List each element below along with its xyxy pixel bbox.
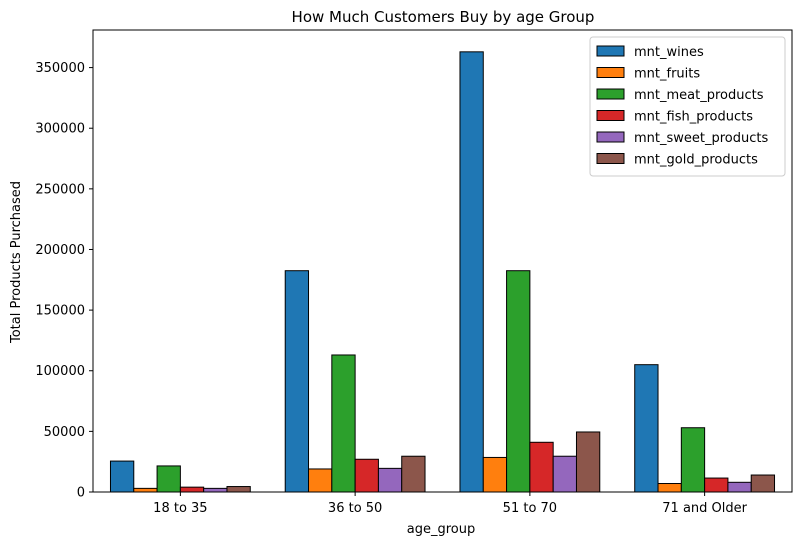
legend-box: [589, 36, 786, 177]
y-tick-label: 0: [77, 486, 85, 501]
x-tick-label: 51 to 70: [503, 501, 557, 516]
legend-swatch: [596, 131, 625, 143]
legend-label: mnt_wines: [634, 45, 704, 60]
legend-swatch: [596, 110, 625, 121]
x-tick-label: 18 to 35: [153, 501, 207, 516]
bar-mnt-fish-products: [529, 441, 554, 493]
legend-label: mnt_fruits: [634, 67, 700, 82]
bars: [109, 51, 776, 493]
bar-mnt-fish-products: [179, 486, 205, 493]
bar-mnt-fruits: [133, 487, 158, 493]
bar-mnt-wines: [109, 460, 135, 493]
bar-mnt-gold-products: [401, 455, 426, 493]
bar-mnt-gold-products: [575, 431, 601, 493]
bar-mnt-wines: [284, 270, 310, 493]
bar-mnt-fish-products: [704, 477, 729, 493]
y-tick-label: 50000: [44, 425, 85, 440]
x-tick-label: 36 to 50: [328, 501, 382, 516]
bar-mnt-gold-products: [226, 486, 251, 493]
bar-mnt-fish-products: [354, 458, 379, 493]
legend-label: mnt_meat_products: [634, 88, 764, 103]
bar-mnt-fruits: [482, 456, 508, 493]
x-axis: 18 to 35 36 to 50 51 to 70 71 and Older: [153, 492, 748, 516]
bar-mnt-meat-products: [680, 427, 706, 493]
y-tick-label: 200000: [35, 243, 85, 258]
bar-mnt-meat-products: [156, 465, 181, 493]
bar-mnt-sweet-products: [377, 467, 403, 493]
y-axis-title: Total Products Purchased: [9, 181, 24, 344]
bar-mnt-sweet-products: [203, 487, 228, 493]
chart-title: How Much Customers Buy by age Group: [292, 8, 595, 26]
bar-mnt-wines: [634, 364, 659, 493]
legend-swatch: [596, 88, 625, 100]
legend-label: mnt_sweet_products: [634, 131, 768, 146]
bar-mnt-meat-products: [331, 354, 356, 493]
bar-mnt-wines: [459, 51, 484, 493]
legend-label: mnt_gold_products: [634, 153, 758, 168]
y-tick-label: 250000: [35, 182, 85, 197]
bar-mnt-meat-products: [506, 270, 531, 493]
legend: mnt_wines mnt_fruits mnt_meat_products mnt_…: [589, 36, 786, 177]
legend-swatch: [596, 67, 625, 78]
bar-mnt-sweet-products: [552, 455, 577, 493]
x-tick-label: 71 and Older: [662, 501, 747, 516]
y-axis: 0 50000 100000 150000 200000 250000 300000 3500…: [35, 61, 93, 501]
legend-swatch: [596, 153, 625, 164]
bar-mnt-gold-products: [750, 474, 776, 493]
bar-mnt-fruits: [308, 468, 333, 493]
plot-frame: [92, 29, 793, 493]
bar-mnt-sweet-products: [727, 481, 752, 493]
y-tick-label: 300000: [35, 122, 85, 137]
y-tick-label: 100000: [35, 364, 85, 379]
legend-swatch: [596, 45, 625, 57]
bar-mnt-fruits: [657, 483, 682, 493]
y-tick-label: 350000: [35, 61, 85, 76]
legend-label: mnt_fish_products: [634, 110, 753, 125]
y-tick-label: 150000: [35, 304, 85, 319]
x-axis-title: age_group: [407, 522, 475, 537]
